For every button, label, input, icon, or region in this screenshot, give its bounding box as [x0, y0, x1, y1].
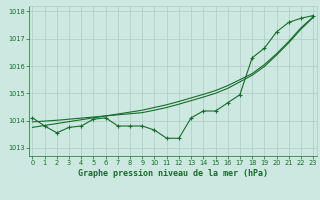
X-axis label: Graphe pression niveau de la mer (hPa): Graphe pression niveau de la mer (hPa) [78, 169, 268, 178]
